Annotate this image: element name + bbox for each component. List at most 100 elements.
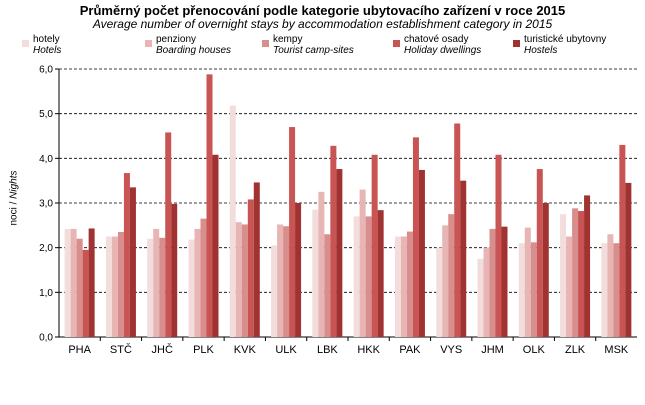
bar bbox=[584, 195, 591, 337]
bar bbox=[495, 154, 502, 337]
y-tick-label: 6,0 bbox=[39, 65, 53, 76]
bar bbox=[147, 238, 154, 337]
legend-label-en: Holiday dwellings bbox=[404, 45, 482, 56]
legend-swatch bbox=[22, 40, 29, 47]
chart-subtitle: Average number of overnight stays by acc… bbox=[92, 17, 553, 31]
y-tick-label: 3,0 bbox=[39, 199, 53, 210]
bar bbox=[123, 173, 130, 337]
bar bbox=[82, 249, 89, 337]
x-tick-label: PAK bbox=[399, 344, 421, 356]
bar bbox=[607, 234, 614, 337]
bar bbox=[241, 224, 248, 337]
bar bbox=[489, 228, 496, 337]
x-tick-label: JHČ bbox=[152, 343, 173, 356]
bar bbox=[578, 211, 585, 337]
bar bbox=[111, 236, 118, 337]
y-tick-label: 4,0 bbox=[39, 154, 53, 165]
bar bbox=[253, 182, 260, 337]
x-tick-label: KVK bbox=[234, 344, 257, 356]
bar bbox=[518, 243, 525, 337]
legend-swatch bbox=[145, 40, 152, 47]
bar bbox=[477, 258, 484, 337]
bar bbox=[289, 127, 296, 337]
bar bbox=[165, 132, 172, 337]
bar bbox=[501, 226, 508, 337]
x-tick-label: LBK bbox=[317, 344, 338, 356]
bar bbox=[460, 180, 467, 337]
bar bbox=[212, 154, 219, 337]
x-tick-label: ZLK bbox=[565, 344, 586, 356]
bar bbox=[353, 216, 360, 337]
bar bbox=[194, 228, 201, 337]
legend-label-cz: chatové osady bbox=[404, 34, 469, 45]
bar bbox=[412, 137, 419, 337]
bar bbox=[483, 247, 490, 337]
y-tick-label: 5,0 bbox=[39, 109, 53, 120]
legend-label: kempy Tourist camp-sites bbox=[273, 34, 354, 56]
bar bbox=[235, 222, 242, 337]
bar bbox=[206, 74, 213, 338]
legend-label-en: Boarding houses bbox=[156, 45, 232, 56]
x-tick-label: HKK bbox=[357, 344, 380, 356]
legend-label: turistické ubytovny Hostels bbox=[524, 34, 606, 56]
legend-swatch bbox=[262, 40, 269, 47]
bar bbox=[318, 191, 325, 337]
bar bbox=[70, 228, 77, 337]
bar bbox=[406, 231, 413, 337]
x-tick-label: JHM bbox=[481, 344, 504, 356]
bar bbox=[295, 203, 302, 337]
bar bbox=[153, 228, 160, 337]
x-tick-label: STČ bbox=[110, 343, 132, 356]
y-tick-label: 2,0 bbox=[39, 243, 53, 254]
bar bbox=[129, 187, 136, 337]
y-tick-label: 0,0 bbox=[39, 333, 53, 344]
chart-title: Průměrný počet přenocování podle kategor… bbox=[79, 3, 566, 18]
bar bbox=[394, 236, 401, 337]
legend-label-cz: penziony bbox=[156, 34, 197, 45]
bar bbox=[330, 145, 337, 337]
bar bbox=[64, 228, 71, 337]
bar bbox=[105, 236, 112, 337]
legend-label-cz: turistické ubytovny bbox=[524, 34, 607, 45]
legend-label-cz: hotely bbox=[33, 34, 60, 45]
legend-label: penziony Boarding houses bbox=[156, 34, 231, 56]
bar bbox=[400, 236, 407, 337]
bar bbox=[436, 247, 443, 337]
bar bbox=[572, 208, 579, 337]
bar bbox=[418, 169, 425, 337]
bar bbox=[359, 189, 366, 337]
bar bbox=[371, 154, 378, 337]
x-tick-label: VYS bbox=[440, 344, 462, 356]
bar bbox=[271, 245, 278, 337]
legend-label-en: Tourist camp-sites bbox=[273, 45, 354, 56]
bar bbox=[336, 169, 343, 337]
bar bbox=[442, 225, 449, 337]
bar bbox=[76, 238, 83, 337]
bar bbox=[613, 243, 620, 337]
bar bbox=[200, 218, 207, 337]
bar bbox=[88, 228, 95, 337]
bar bbox=[312, 209, 319, 337]
bar bbox=[229, 105, 236, 337]
bar bbox=[283, 226, 290, 337]
x-tick-label: MSK bbox=[604, 344, 629, 356]
x-tick-label: OLK bbox=[523, 344, 546, 356]
legend-label-en: Hotels bbox=[33, 45, 62, 56]
bar bbox=[324, 234, 331, 337]
bar bbox=[188, 239, 195, 337]
bar bbox=[247, 199, 254, 337]
bar bbox=[377, 210, 384, 337]
y-tick-label: 1,0 bbox=[39, 288, 53, 299]
bar bbox=[117, 232, 124, 337]
bar bbox=[454, 123, 461, 337]
bar bbox=[536, 169, 543, 337]
legend-swatch bbox=[513, 40, 520, 47]
legend-label: hotely Hotels bbox=[33, 34, 61, 56]
bar bbox=[448, 214, 455, 337]
legend-swatch bbox=[393, 40, 400, 47]
legend-label: chatové osady Holiday dwellings bbox=[404, 34, 481, 56]
bar bbox=[171, 203, 178, 337]
legend-label-cz: kempy bbox=[273, 34, 303, 45]
x-tick-label: ULK bbox=[275, 344, 297, 356]
